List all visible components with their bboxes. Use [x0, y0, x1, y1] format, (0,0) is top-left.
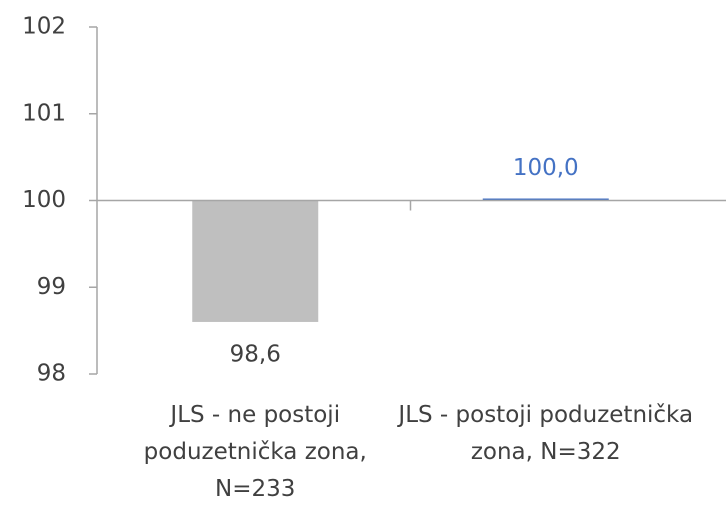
y-tick-label: 99 [37, 274, 66, 300]
value-label: 98,6 [230, 341, 281, 367]
x-tick-label: JLS - postoji poduzetnička zona, N=322 [398, 402, 694, 465]
y-tick-label: 101 [22, 100, 66, 126]
bar [192, 200, 319, 322]
bar [482, 198, 609, 201]
y-tick-label: 100 [22, 187, 66, 213]
y-tick-label: 102 [22, 14, 66, 40]
y-tick-label: 98 [37, 361, 66, 387]
value-label: 100,0 [513, 155, 579, 181]
x-tick-label: JLS - ne postoji poduzetnička zona, N=23… [143, 402, 367, 502]
